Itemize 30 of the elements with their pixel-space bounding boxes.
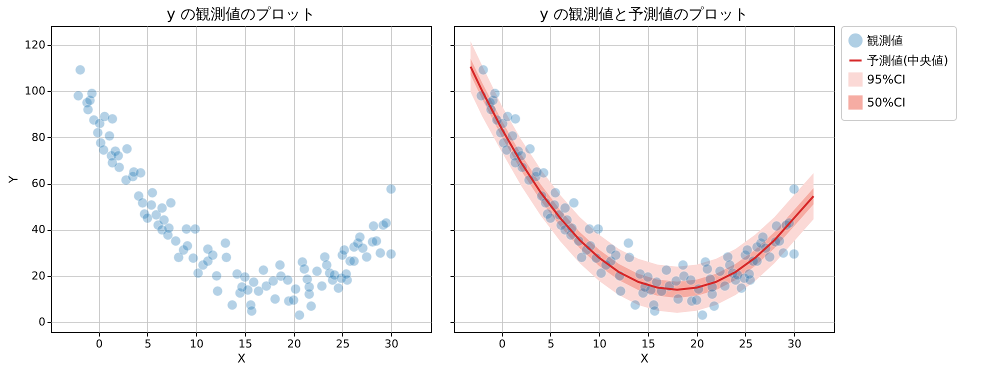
x-tick-label: 5 [547,338,554,350]
legend-label: 50%CI [867,96,906,110]
y-tick-label: 40 [32,223,46,236]
x-tick-label: 30 [384,338,399,350]
x-axis-title: X [237,352,246,366]
x-tick-label: 15 [238,338,252,350]
x-tick-label: 20 [690,338,704,350]
legend-label: 観測値 [867,34,903,48]
y-axis-title: Y [6,175,21,184]
legend-label: 95%CI [867,72,906,86]
x-tick-label: 0 [96,338,103,350]
x-tick-label: 5 [144,338,152,350]
x-tick-label: 20 [287,338,302,350]
y-tick-label: 20 [32,269,46,282]
y-tick-label: 100 [24,84,46,98]
y-tick-label: 60 [32,177,46,190]
x-tick-label: 30 [788,338,802,350]
x-tick-label: 25 [738,338,753,350]
y-tick-label: 80 [32,130,46,144]
x-tick-label: 25 [336,338,350,350]
chart-title: y の観測値のプロット [166,5,316,23]
x-tick-label: 0 [498,338,506,350]
x-axis-title: X [640,352,649,366]
x-tick-label: 15 [641,338,656,350]
y-tick-label: 0 [38,316,46,329]
x-tick-label: 10 [190,338,204,350]
y-tick-label: 120 [24,38,46,52]
x-tick-label: 10 [592,338,607,350]
legend-label: 予測値(中央値) [867,54,948,68]
chart-title: y の観測値と予測値のプロット [540,5,748,23]
